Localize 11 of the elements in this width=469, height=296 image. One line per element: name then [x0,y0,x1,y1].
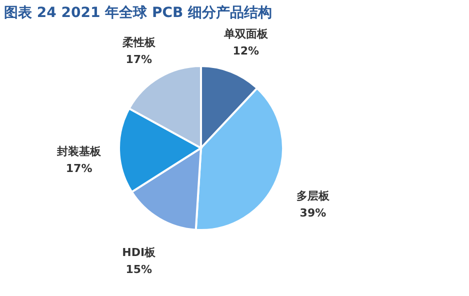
slice-label: HDI板 [122,246,157,260]
chart-title: 图表 24 2021 年全球 PCB 细分产品结构 [4,4,272,21]
slice-label: 封装基板 [56,144,102,158]
slice-label: 单双面板 [222,28,269,41]
data-label: 17% [126,52,152,66]
slice-label: 柔性板 [121,36,156,49]
slice-label: 多层板 [296,189,330,202]
data-label: 39% [300,206,326,220]
data-label: 17% [66,162,92,175]
data-label: 15% [126,263,152,276]
data-label: 12% [232,44,260,58]
